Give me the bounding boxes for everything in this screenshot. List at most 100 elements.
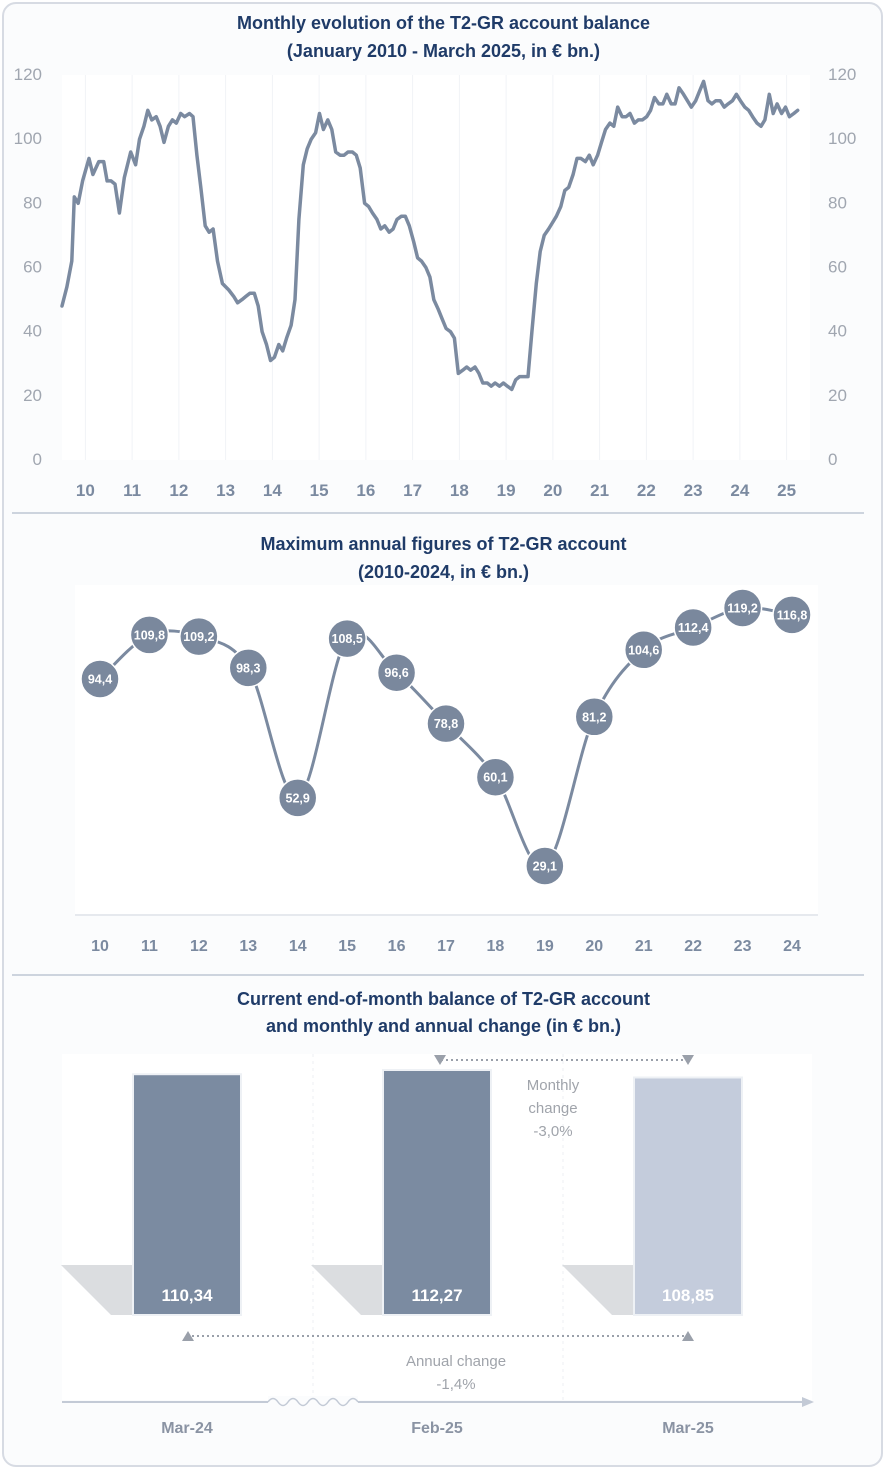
y-tick-label-right: 20	[828, 386, 847, 405]
x-tick-label: 19	[497, 481, 516, 500]
section-divider	[12, 974, 864, 976]
chart2-title: Maximum annual figures of T2-GR account	[260, 534, 627, 554]
y-tick-label-right: 100	[828, 129, 856, 148]
x-tick-label: 15	[338, 938, 356, 955]
x-tick-label: 25	[777, 481, 796, 500]
data-label: 108,5	[332, 632, 363, 646]
y-tick-label-left: 120	[14, 65, 42, 84]
data-point-marker	[772, 595, 812, 635]
x-tick-label: Feb-25	[411, 1420, 463, 1437]
x-tick-label: 21	[635, 938, 653, 955]
bar-shadow	[562, 1265, 636, 1315]
x-tick-label: 12	[190, 938, 208, 955]
data-point-marker	[673, 607, 713, 648]
data-label: 109,8	[134, 628, 165, 642]
annual-max-line-chart: 94,4 10 109,8 11 109,2 12 98,3 13 52,9 14 108,5 15 9…	[75, 585, 818, 955]
y-tick-label-right: 120	[828, 65, 856, 84]
x-tick-label: 12	[169, 481, 188, 500]
data-label: 78,8	[434, 717, 458, 731]
x-tick-label: 22	[684, 938, 702, 955]
axis-break-marker	[267, 1397, 359, 1407]
data-point-marker	[623, 630, 664, 670]
arrow-marker	[182, 1331, 194, 1341]
y-tick-label-left: 0	[33, 450, 42, 469]
section-divider	[12, 512, 864, 514]
data-label: 81,2	[582, 710, 606, 724]
x-tick-label: 11	[141, 938, 158, 955]
x-tick-label: 23	[684, 481, 703, 500]
balance-series-line	[60, 79, 800, 392]
data-point-marker	[376, 652, 417, 693]
arrow-marker	[682, 1055, 694, 1065]
data-label: 109,2	[183, 630, 214, 644]
data-label: 52,9	[286, 791, 310, 805]
x-tick-label: 13	[216, 481, 235, 500]
x-tick-label: 24	[730, 481, 749, 500]
data-point-marker	[426, 703, 466, 744]
data-point-marker	[574, 697, 615, 737]
x-tick-label: 17	[403, 481, 422, 500]
monthly-change-label: Monthly	[527, 1077, 580, 1094]
x-tick-label: 18	[487, 938, 505, 955]
x-tick-label: 18	[450, 481, 469, 500]
x-tick-label: 11	[123, 481, 141, 500]
data-label: 94,4	[88, 673, 112, 687]
axis-arrow	[802, 1397, 814, 1407]
bar	[633, 1076, 743, 1316]
bar-shadow	[61, 1265, 135, 1315]
x-tick-label: 16	[356, 481, 375, 500]
y-tick-label-left: 40	[23, 322, 42, 341]
x-tick-label: 10	[91, 938, 109, 955]
bar	[132, 1073, 242, 1317]
bar-value-label: 112,27	[411, 1286, 462, 1305]
data-label: 112,4	[678, 621, 709, 635]
arrow-marker	[682, 1331, 694, 1341]
data-point-marker	[722, 588, 763, 628]
x-tick-label: 20	[543, 481, 562, 500]
annual-change-value: -1,4%	[436, 1376, 475, 1393]
chart1-subtitle: (January 2010 - March 2025, in € bn.)	[286, 41, 601, 61]
x-tick-label: 21	[590, 481, 609, 500]
data-label: 96,6	[384, 666, 408, 680]
y-tick-label-left: 100	[14, 129, 42, 148]
bar	[382, 1069, 492, 1316]
chart1-title: Monthly evolution of the T2-GR account b…	[236, 13, 651, 33]
arrow-marker	[434, 1055, 446, 1065]
data-label: 60,1	[483, 771, 507, 785]
bar-shadow	[311, 1265, 385, 1315]
x-tick-label: 17	[437, 938, 455, 955]
x-tick-label: 10	[76, 481, 95, 500]
y-tick-label-right: 40	[828, 322, 847, 341]
monthly-change-value: -3,0%	[533, 1123, 572, 1140]
annual-change-label: Annual change	[406, 1353, 506, 1370]
x-tick-label: 14	[289, 938, 307, 955]
data-point-marker	[327, 618, 367, 659]
data-point-marker	[475, 757, 516, 797]
bar-value-label: 110,34	[161, 1286, 213, 1305]
monthly-balance-line-chart: 0 0 20 20 40 40 60 60 80 80 100 100 120 120 10 11 12 13 14…	[14, 65, 857, 500]
y-tick-label-right: 80	[828, 193, 847, 212]
data-point-marker	[228, 648, 269, 688]
chart3-subtitle: and monthly and annual change (in € bn.)	[265, 1016, 622, 1036]
chart3-title: Current end-of-month balance of T2-GR ac…	[236, 989, 650, 1009]
data-point-marker	[179, 616, 219, 657]
data-label: 119,2	[727, 602, 758, 616]
data-point-marker	[129, 615, 170, 655]
x-tick-label: 13	[239, 938, 257, 955]
y-tick-label-left: 80	[23, 193, 42, 212]
x-tick-label: 16	[388, 938, 406, 955]
monthly-change-label: change	[528, 1100, 577, 1117]
x-tick-label: Mar-25	[662, 1420, 714, 1437]
x-tick-label: 19	[536, 938, 554, 955]
data-label: 116,8	[777, 608, 808, 622]
x-tick-label: 20	[585, 938, 603, 955]
data-point-marker	[277, 778, 318, 818]
data-label: 29,1	[533, 860, 557, 874]
y-tick-label-right: 60	[828, 258, 847, 277]
x-tick-label: Mar-24	[161, 1420, 213, 1437]
x-tick-label: 22	[637, 481, 656, 500]
x-tick-label: 23	[734, 938, 752, 955]
x-tick-label: 14	[263, 481, 282, 500]
data-point-marker	[525, 846, 565, 886]
plot-area	[62, 75, 810, 460]
